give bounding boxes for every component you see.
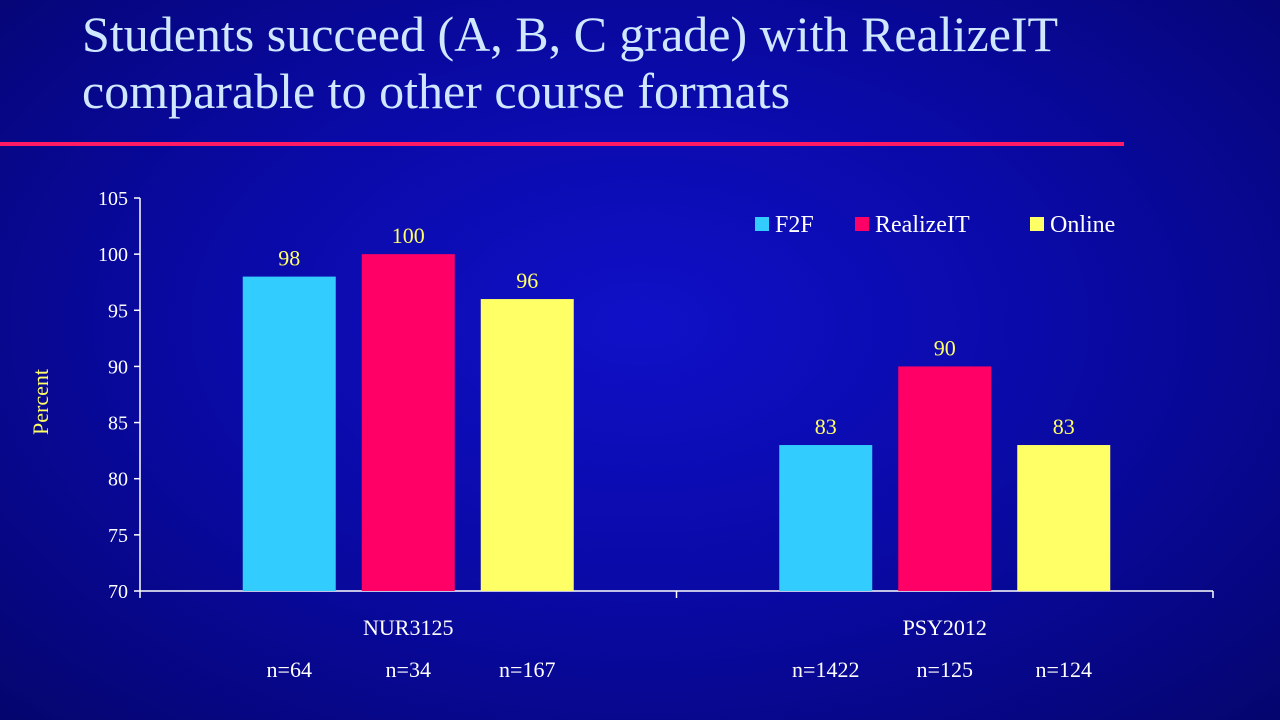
legend-label-f2f: F2F (775, 212, 814, 238)
y-tick-label: 90 (108, 356, 128, 378)
y-tick-label: 100 (98, 244, 128, 266)
y-tick-label: 95 (108, 300, 128, 322)
y-axis: 70 75 80 85 90 95 100 105 (98, 188, 141, 603)
legend-label-online: Online (1050, 212, 1115, 238)
x-sample-size-label: n=1422 (792, 657, 859, 682)
legend-swatch-realizeit (855, 217, 869, 231)
chart-legend: F2F RealizeIT Online (755, 212, 1115, 238)
bar-online-psy2012 (1017, 445, 1111, 591)
bar-online-nur3125 (480, 299, 574, 591)
y-tick-label: 70 (108, 581, 128, 603)
data-label: 83 (815, 414, 837, 439)
x-category-label: NUR3125 (363, 615, 453, 640)
data-labels: 98 100 96 83 90 83 (278, 223, 1075, 439)
x-sample-size-label: n=167 (499, 657, 555, 682)
bar-f2f-nur3125 (242, 276, 336, 591)
slide-title: Students succeed (A, B, C grade) with Re… (82, 6, 1058, 119)
data-label: 83 (1053, 414, 1075, 439)
x-sample-size-label: n=34 (386, 657, 431, 682)
data-label: 90 (934, 335, 956, 360)
bar-f2f-psy2012 (779, 445, 873, 591)
bar-realizeit-nur3125 (361, 254, 455, 591)
title-underline (0, 142, 1124, 146)
data-label: 98 (278, 246, 300, 271)
data-label: 100 (392, 223, 425, 248)
legend-swatch-online (1030, 217, 1044, 231)
legend-label-realizeit: RealizeIT (875, 212, 970, 238)
x-sample-size-label: n=125 (917, 657, 973, 682)
y-tick-label: 105 (98, 188, 128, 210)
x-category-label: PSY2012 (903, 615, 987, 640)
bars (242, 254, 1111, 591)
legend-swatch-f2f (755, 217, 769, 231)
x-sample-size-label: n=124 (1036, 657, 1092, 682)
x-axis: NUR3125 n=64 n=34 n=167 PSY2012 n=1422 n=125 n=… (139, 590, 1214, 682)
bar-realizeit-psy2012 (898, 366, 992, 591)
y-tick-label: 75 (108, 525, 128, 547)
y-tick-label: 80 (108, 469, 128, 491)
x-sample-size-label: n=64 (267, 657, 312, 682)
y-tick-label: 85 (108, 413, 128, 435)
y-axis-label: Percent (28, 369, 53, 435)
data-label: 96 (516, 268, 538, 293)
